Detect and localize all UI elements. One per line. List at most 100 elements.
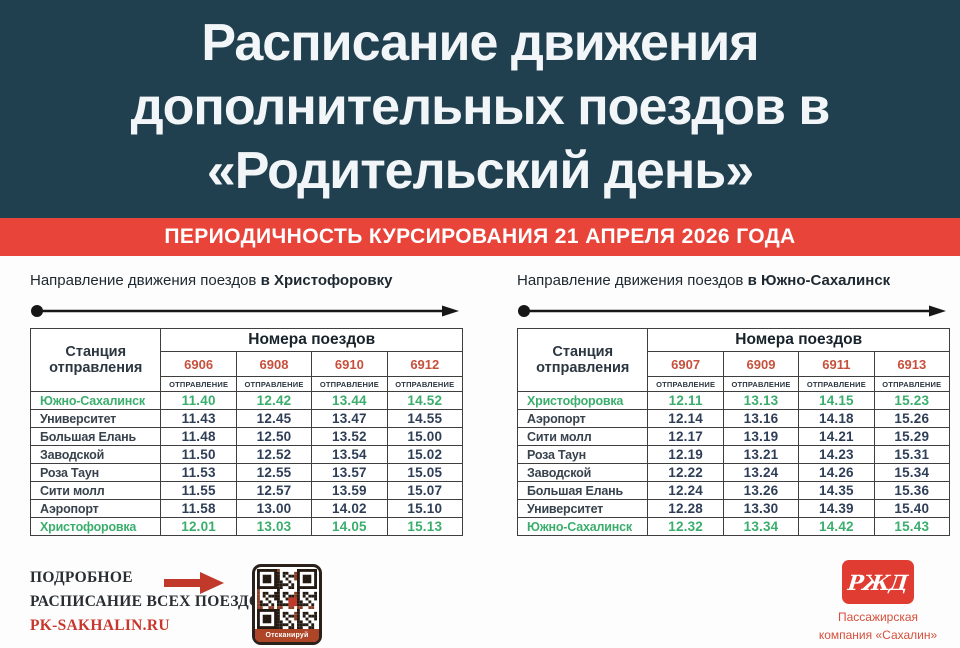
train-number: 6913 xyxy=(873,351,951,377)
departure-time: 14.15 xyxy=(798,391,875,410)
departure-time: 12.11 xyxy=(647,391,724,410)
departure-time: 13.54 xyxy=(311,445,388,464)
departure-label: ОТПРАВЛЕНИЕ xyxy=(873,376,951,392)
red-arrow-icon xyxy=(164,572,224,594)
departure-time: 13.21 xyxy=(722,445,800,464)
departure-time: 13.59 xyxy=(311,481,388,500)
departure-time: 14.05 xyxy=(311,517,388,536)
qr-pattern-icon xyxy=(257,569,317,629)
train-numbers-header: Номера поездов xyxy=(647,328,950,352)
departure-label: ОТПРАВЛЕНИЕ xyxy=(798,376,875,392)
departure-time: 11.55 xyxy=(160,481,237,500)
departure-time: 13.34 xyxy=(722,517,800,536)
title-line-2: дополнительных поездов в xyxy=(130,78,831,136)
table-row: Южно-Сахалинск 12.32 13.34 14.42 15.43 xyxy=(516,517,951,536)
schedule-rows: Южно-Сахалинск 11.40 12.42 13.44 14.52 Универ… xyxy=(29,391,464,536)
departure-time: 11.48 xyxy=(160,427,237,446)
departure-time: 11.53 xyxy=(160,463,237,482)
departure-label: ОТПРАВЛЕНИЕ xyxy=(386,376,464,392)
departure-time: 12.19 xyxy=(647,445,724,464)
station-name: Сити молл xyxy=(516,427,649,446)
table-row: Христофоровка 12.01 13.03 14.05 15.13 xyxy=(29,517,464,536)
footer-info-line2: РАСПИСАНИЕ ВСЕХ ПОЕЗДОВ xyxy=(30,593,272,610)
direction-prefix: Направление движения поездов xyxy=(30,272,257,289)
departure-time: 15.29 xyxy=(873,427,951,446)
train-number-row: 6906 6908 6910 6912 xyxy=(31,351,464,377)
departure-time: 14.52 xyxy=(386,391,464,410)
direction-title: Направление движения поездов в Южно-Саха… xyxy=(517,272,950,290)
station-name: Заводской xyxy=(29,445,162,464)
train-number: 6910 xyxy=(311,351,388,377)
departure-time: 12.57 xyxy=(235,481,313,500)
direction-title: Направление движения поездов в Христофор… xyxy=(30,272,463,290)
departure-time: 12.24 xyxy=(647,481,724,500)
departure-time: 13.00 xyxy=(235,499,313,518)
departure-time: 15.10 xyxy=(386,499,464,518)
departure-time: 11.43 xyxy=(160,409,237,428)
station-header-line1: Станция xyxy=(552,344,614,360)
departure-time: 15.02 xyxy=(386,445,464,464)
departure-time: 12.14 xyxy=(647,409,724,428)
departure-time: 12.32 xyxy=(647,517,724,536)
schedule-rows: Христофоровка 12.11 13.13 14.15 15.23 Аэропор… xyxy=(516,391,951,536)
poster-header: Расписание движения дополнительных поезд… xyxy=(0,0,960,218)
departure-time: 13.52 xyxy=(311,427,388,446)
station-name: Роза Таун xyxy=(29,463,162,482)
rzd-logo: РЖД xyxy=(842,560,914,604)
departure-time: 13.19 xyxy=(722,427,800,446)
departure-time: 13.57 xyxy=(311,463,388,482)
schedule-table-to-yuzhno-sakhalinsk: Станция отправления Номера поездов 6907 6… xyxy=(516,328,951,536)
table-row: Сити молл 12.17 13.19 14.21 15.29 xyxy=(516,427,951,446)
departure-time: 15.34 xyxy=(873,463,951,482)
station-name: Университет xyxy=(516,499,649,518)
qr-scan-label: Отсканируй xyxy=(255,629,319,642)
direction-destination: в Южно-Сахалинск xyxy=(747,272,891,289)
station-name: Южно-Сахалинск xyxy=(516,517,649,536)
departure-time: 13.47 xyxy=(311,409,388,428)
title-line-1: Расписание движения xyxy=(201,14,759,72)
departure-time: 13.44 xyxy=(311,391,388,410)
departure-label: ОТПРАВЛЕНИЕ xyxy=(235,376,313,392)
schedule-table-to-khristoforovka: Станция отправления Номера поездов 6906 6… xyxy=(29,328,464,536)
table-row: Аэропорт 11.58 13.00 14.02 15.10 xyxy=(29,499,464,518)
departure-time: 12.50 xyxy=(235,427,313,446)
table-row: Сити молл 11.55 12.57 13.59 15.07 xyxy=(29,481,464,500)
qr-code: Отсканируй xyxy=(252,564,322,645)
table-row: Большая Елань 12.24 13.26 14.35 15.36 xyxy=(516,481,951,500)
departure-time: 14.55 xyxy=(386,409,464,428)
departure-time: 12.28 xyxy=(647,499,724,518)
station-header-line2: отправления xyxy=(49,360,143,376)
departure-time: 13.30 xyxy=(722,499,800,518)
departure-time: 12.45 xyxy=(235,409,313,428)
departure-time: 14.18 xyxy=(798,409,875,428)
departure-time: 13.03 xyxy=(235,517,313,536)
station-name: Роза Таун xyxy=(516,445,649,464)
train-numbers-header: Номера поездов xyxy=(160,328,463,352)
table-row: Роза Таун 11.53 12.55 13.57 15.05 xyxy=(29,463,464,482)
table-row: Университет 12.28 13.30 14.39 15.40 xyxy=(516,499,951,518)
departure-label: ОТПРАВЛЕНИЕ xyxy=(722,376,800,392)
footer-info-text: ПОДРОБНОЕ РАСПИСАНИЕ ВСЕХ ПОЕЗДОВ PK-SAK… xyxy=(30,566,272,638)
departure-time: 15.36 xyxy=(873,481,951,500)
frequency-banner-text: ПЕРИОДИЧНОСТЬ КУРСИРОВАНИЯ 21 АПРЕЛЯ 202… xyxy=(164,225,796,248)
train-number-row: 6907 6909 6911 6913 xyxy=(518,351,951,377)
train-number: 6908 xyxy=(235,351,313,377)
title-line-3: «Родительский день» xyxy=(206,142,754,200)
train-number: 6912 xyxy=(386,351,464,377)
departure-time: 12.01 xyxy=(160,517,237,536)
station-name: Заводской xyxy=(516,463,649,482)
station-name: Университет xyxy=(29,409,162,428)
frequency-banner: ПЕРИОДИЧНОСТЬ КУРСИРОВАНИЯ 21 АПРЕЛЯ 202… xyxy=(0,218,960,256)
departure-time: 13.13 xyxy=(722,391,800,410)
station-name: Христофоровка xyxy=(516,391,649,410)
departure-time: 11.40 xyxy=(160,391,237,410)
departure-time: 15.40 xyxy=(873,499,951,518)
departure-time: 14.42 xyxy=(798,517,875,536)
train-number: 6906 xyxy=(160,351,237,377)
departure-time: 11.50 xyxy=(160,445,237,464)
departure-time: 14.26 xyxy=(798,463,875,482)
rzd-logo-text: РЖД xyxy=(847,569,909,595)
departure-time: 14.39 xyxy=(798,499,875,518)
departure-time: 14.02 xyxy=(311,499,388,518)
